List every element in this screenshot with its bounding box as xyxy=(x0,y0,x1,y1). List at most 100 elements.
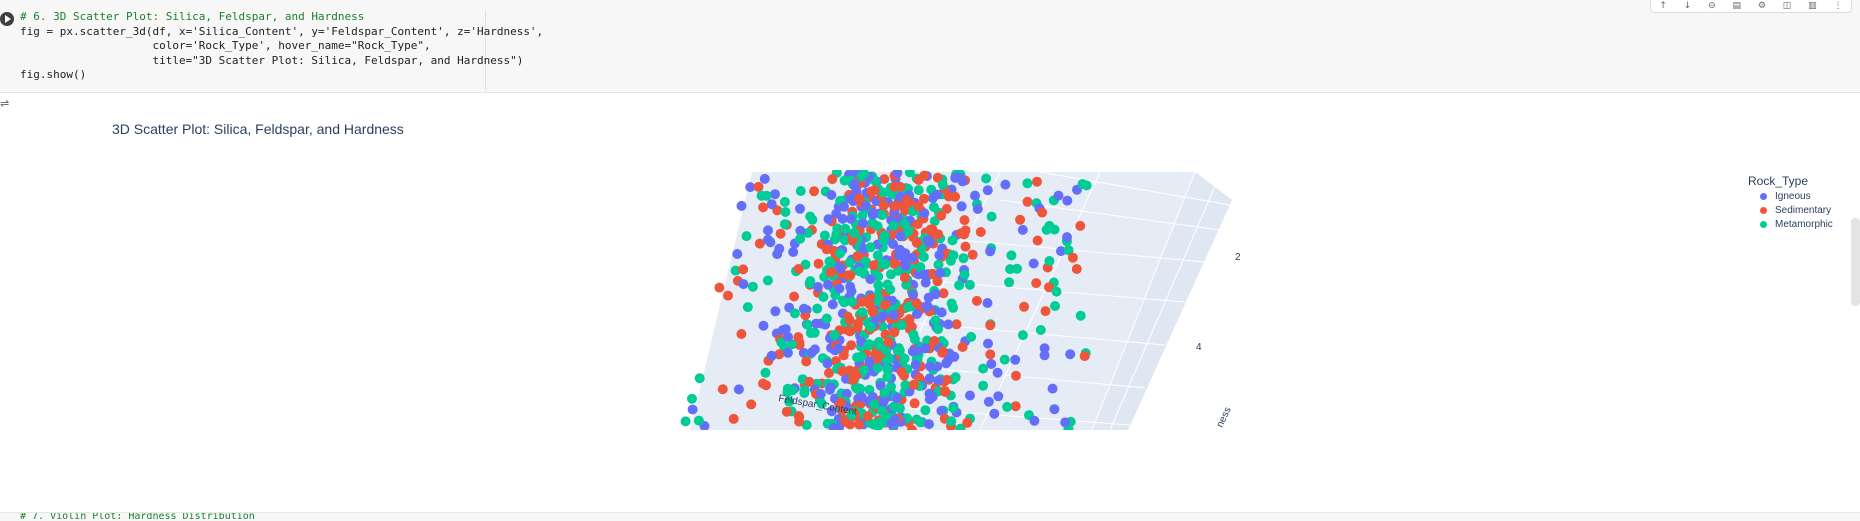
scatter-point xyxy=(766,199,777,210)
scatter-point xyxy=(742,302,753,313)
scatter-point xyxy=(892,345,903,356)
scatter-point xyxy=(919,269,930,280)
scatter-point xyxy=(878,235,889,246)
scatter-point xyxy=(918,251,929,262)
next-code-cell[interactable]: # 7. Violin Plot: Hardness Distribution xyxy=(0,512,1860,521)
gridline xyxy=(1039,171,1231,206)
scrollbar[interactable] xyxy=(1851,218,1860,306)
scatter-point xyxy=(965,390,975,401)
more-icon[interactable]: ⋮ xyxy=(1833,1,1843,11)
scatter-point xyxy=(966,331,977,342)
gridline xyxy=(959,239,1206,263)
legend-item-sedimentary[interactable]: Sedimentary xyxy=(1748,203,1833,217)
scatter-point xyxy=(766,350,777,361)
scatter-point xyxy=(912,346,923,357)
scatter-point xyxy=(1000,179,1011,190)
scatter-point xyxy=(930,289,941,300)
scatter-point xyxy=(813,258,824,269)
legend-item-igneous[interactable]: Igneous xyxy=(1748,189,1833,203)
scatter-point xyxy=(770,189,780,200)
scatter-point xyxy=(849,179,860,190)
output-toggle-icon[interactable]: ⇌ xyxy=(0,97,10,110)
scatter-point xyxy=(761,380,772,391)
scatter-point xyxy=(809,186,820,197)
arrow-up-icon[interactable]: ↑ xyxy=(1659,1,1667,11)
legend-label: Sedimentary xyxy=(1775,204,1832,216)
scatter-point xyxy=(941,374,952,385)
scatter-point xyxy=(1031,278,1042,289)
scatter-point xyxy=(993,391,1004,402)
delete-icon[interactable]: ▥ xyxy=(1808,1,1817,11)
scatter-point xyxy=(908,329,919,340)
scatter-point xyxy=(822,358,833,369)
scatter-point xyxy=(886,418,897,429)
scatter-point xyxy=(922,301,933,312)
scatter-point xyxy=(981,173,992,184)
scatter-point xyxy=(823,279,833,290)
scatter-point xyxy=(856,351,867,362)
scatter-point xyxy=(985,320,996,331)
scatter-point xyxy=(865,242,876,253)
scatter-point xyxy=(958,253,969,264)
scatter-point xyxy=(839,175,850,186)
scatter-point xyxy=(1037,207,1048,218)
scatter-point xyxy=(795,225,806,236)
scatter-point xyxy=(795,186,806,196)
scatter-point xyxy=(714,282,725,293)
scatter-point xyxy=(1075,310,1086,321)
scatter-point xyxy=(1011,370,1021,381)
scatter-point xyxy=(938,346,948,357)
code-cell[interactable]: # 6. 3D Scatter Plot: Silica, Feldspar, … xyxy=(0,0,1860,93)
run-cell-button[interactable] xyxy=(0,12,14,26)
scatter-point xyxy=(840,235,850,246)
scatter-point xyxy=(888,309,899,320)
scatter-point xyxy=(872,354,883,365)
legend-item-metamorphic[interactable]: Metamorphic xyxy=(1748,217,1833,231)
scatter-point xyxy=(957,342,968,352)
z-axis-label: ness xyxy=(1215,405,1234,429)
scatter-point xyxy=(861,200,871,211)
mirror-icon[interactable]: ◫ xyxy=(1782,1,1792,11)
scatter-point xyxy=(909,398,920,409)
scatter-point xyxy=(879,174,890,185)
cell-toolbar: ↑ ↓ ⊝ ▤ ⚙ ◫ ▥ ⋮ xyxy=(1650,0,1852,13)
scatter-point xyxy=(878,200,889,211)
scatter-point xyxy=(899,272,910,283)
scatter-point xyxy=(779,219,790,230)
code-editor[interactable]: # 6. 3D Scatter Plot: Silica, Feldspar, … xyxy=(20,10,543,90)
scatter-point xyxy=(841,388,852,399)
scatter-point xyxy=(933,375,944,386)
scatter-point xyxy=(844,315,855,326)
scatter-point xyxy=(813,282,823,292)
scatter-point xyxy=(903,302,913,313)
scatter-point xyxy=(983,338,993,349)
scatter-point xyxy=(1062,195,1073,206)
scatter-point xyxy=(730,265,741,276)
scatter-point xyxy=(821,244,832,255)
comment-icon[interactable]: ▤ xyxy=(1732,1,1742,11)
scatter-point xyxy=(934,250,945,261)
scatter-point xyxy=(1049,224,1060,235)
link-icon[interactable]: ⊝ xyxy=(1708,1,1716,11)
scatter-point xyxy=(889,327,900,338)
scatter-point xyxy=(967,249,978,260)
scatter-point xyxy=(1040,306,1051,317)
scatter-point xyxy=(920,343,931,354)
scatter-point xyxy=(908,379,919,390)
arrow-down-icon[interactable]: ↓ xyxy=(1683,1,1692,11)
gear-icon[interactable]: ⚙ xyxy=(1757,1,1766,11)
scatter-point xyxy=(867,306,878,317)
scatter-point xyxy=(896,366,907,377)
scatter-point xyxy=(954,280,965,291)
scatter-point xyxy=(985,246,996,257)
scatter-point xyxy=(1002,401,1013,412)
scatter-point xyxy=(738,279,749,290)
scatter-point xyxy=(915,417,926,428)
scatter-point xyxy=(872,250,883,261)
scatter-point xyxy=(877,209,888,220)
scatter-point xyxy=(809,327,820,338)
scatter-point xyxy=(914,372,925,383)
scatter-point xyxy=(835,248,846,259)
scatter-point xyxy=(941,203,952,214)
